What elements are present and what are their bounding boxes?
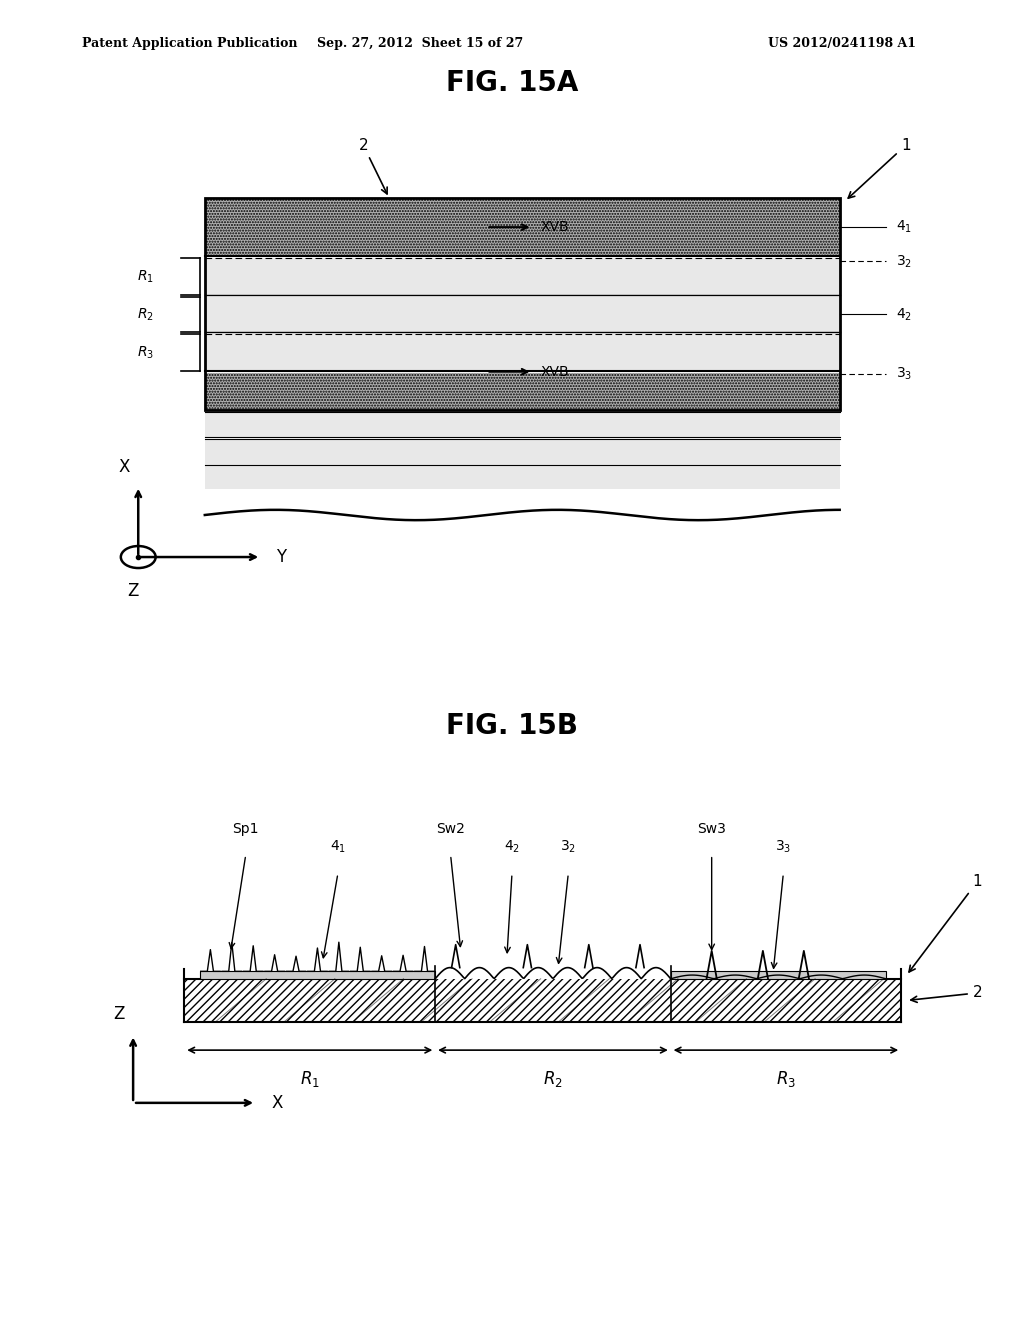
- Text: $4_2$: $4_2$: [896, 306, 912, 322]
- Text: Sp1: Sp1: [232, 822, 259, 836]
- Text: Patent Application Publication: Patent Application Publication: [82, 37, 297, 50]
- Bar: [200, 972, 435, 979]
- Text: Sw2: Sw2: [436, 822, 465, 836]
- Text: $3_2$: $3_2$: [896, 253, 912, 269]
- Text: $R_1$: $R_1$: [137, 268, 154, 285]
- Text: FIG. 15B: FIG. 15B: [446, 711, 578, 741]
- Bar: [205, 440, 840, 465]
- Text: X: X: [271, 1094, 283, 1111]
- Text: $4_1$: $4_1$: [330, 838, 346, 855]
- Bar: [205, 297, 840, 331]
- Bar: [205, 198, 840, 256]
- Bar: [184, 979, 901, 1022]
- Text: Z: Z: [127, 582, 139, 599]
- Text: US 2012/0241198 A1: US 2012/0241198 A1: [768, 37, 916, 50]
- Text: $4_1$: $4_1$: [896, 219, 912, 235]
- Text: $R_1$: $R_1$: [300, 1069, 319, 1089]
- Text: FIG. 15A: FIG. 15A: [445, 69, 579, 96]
- Bar: [205, 198, 840, 409]
- Bar: [205, 372, 840, 409]
- Text: XVB: XVB: [541, 364, 569, 379]
- Text: $R_3$: $R_3$: [137, 345, 154, 360]
- Text: 2: 2: [911, 986, 982, 1002]
- Text: Y: Y: [276, 548, 287, 566]
- Text: Sep. 27, 2012  Sheet 15 of 27: Sep. 27, 2012 Sheet 15 of 27: [316, 37, 523, 50]
- Text: $4_2$: $4_2$: [504, 838, 520, 855]
- Text: $R_2$: $R_2$: [137, 306, 154, 322]
- Text: XVB: XVB: [541, 220, 569, 234]
- Text: X: X: [119, 458, 130, 477]
- Bar: [205, 466, 840, 490]
- Text: 1: 1: [909, 874, 982, 972]
- Text: Z: Z: [114, 1006, 125, 1023]
- Bar: [205, 412, 840, 437]
- Text: $3_3$: $3_3$: [896, 366, 912, 383]
- Text: Sw3: Sw3: [697, 822, 726, 836]
- Text: $R_3$: $R_3$: [776, 1069, 796, 1089]
- Text: $3_2$: $3_2$: [560, 838, 577, 855]
- Bar: [205, 334, 840, 371]
- Bar: [205, 259, 840, 296]
- Text: $R_2$: $R_2$: [543, 1069, 563, 1089]
- Text: 1: 1: [848, 137, 910, 198]
- Text: $3_3$: $3_3$: [775, 838, 792, 855]
- Text: 2: 2: [358, 137, 387, 194]
- Bar: [671, 972, 886, 979]
